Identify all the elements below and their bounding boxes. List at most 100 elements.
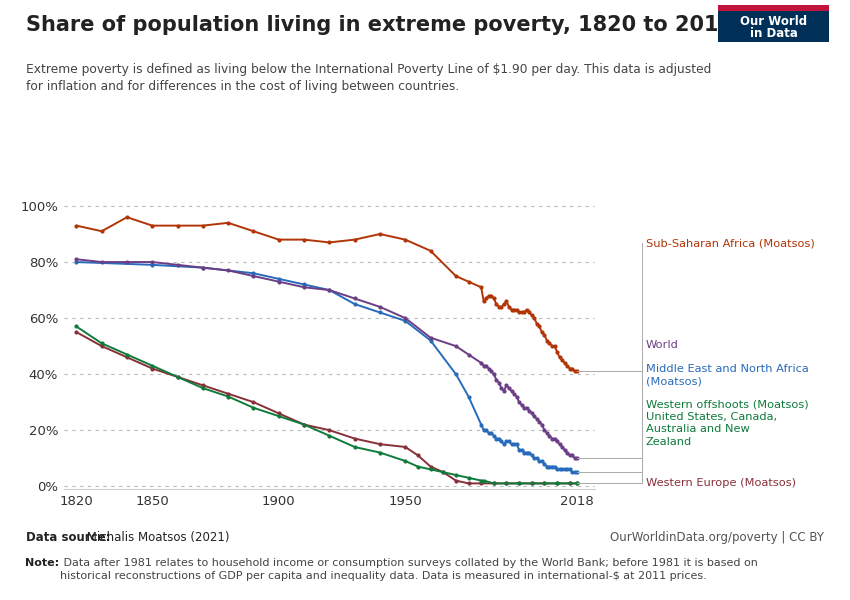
Point xyxy=(528,454,541,463)
Text: Share of population living in extreme poverty, 1820 to 2018: Share of population living in extreme po… xyxy=(26,15,733,35)
Point xyxy=(484,291,498,301)
Point xyxy=(298,235,311,244)
Point xyxy=(424,333,438,343)
Point xyxy=(322,238,336,247)
Point xyxy=(479,361,493,371)
Point xyxy=(550,479,564,488)
Point xyxy=(373,439,387,449)
Point xyxy=(563,364,576,373)
Point xyxy=(550,464,564,474)
Point xyxy=(373,229,387,239)
Point xyxy=(563,451,576,460)
Point xyxy=(507,305,521,314)
Point xyxy=(477,425,490,435)
Point xyxy=(542,431,556,440)
Point xyxy=(449,370,462,379)
Point xyxy=(552,439,566,449)
Point xyxy=(246,226,260,236)
Point xyxy=(570,467,584,477)
Text: Extreme poverty is defined as living below the International Poverty Line of $1.: Extreme poverty is defined as living bel… xyxy=(26,63,711,93)
Point xyxy=(449,271,462,281)
Point xyxy=(528,313,541,323)
Point xyxy=(482,291,496,301)
Point xyxy=(474,283,488,292)
Text: Note:: Note: xyxy=(26,558,60,568)
Point xyxy=(462,350,475,359)
Point xyxy=(487,431,501,440)
Point xyxy=(449,470,462,480)
Point xyxy=(70,254,83,264)
Point xyxy=(513,397,526,407)
Point xyxy=(515,308,529,317)
Point xyxy=(505,439,518,449)
Point xyxy=(462,479,475,488)
Point xyxy=(322,425,336,435)
Point xyxy=(196,221,210,230)
Text: Sub-Saharan Africa (Moatsos): Sub-Saharan Africa (Moatsos) xyxy=(646,238,815,248)
Point xyxy=(520,403,534,413)
Point xyxy=(373,448,387,457)
Point xyxy=(272,277,286,286)
Point xyxy=(145,260,159,269)
Point xyxy=(484,367,498,376)
Point xyxy=(537,425,551,435)
Point xyxy=(462,392,475,401)
Point xyxy=(537,330,551,340)
Point xyxy=(500,437,513,446)
Point xyxy=(547,434,561,443)
Point xyxy=(536,327,549,337)
Point xyxy=(348,299,361,309)
Point xyxy=(568,367,581,376)
Point xyxy=(497,439,511,449)
Point xyxy=(479,425,493,435)
Point xyxy=(502,383,516,393)
Point xyxy=(568,454,581,463)
Point xyxy=(500,296,513,306)
Point xyxy=(196,263,210,272)
Point xyxy=(449,341,462,351)
Text: Middle East and North Africa
(Moatsos): Middle East and North Africa (Moatsos) xyxy=(646,364,808,386)
Point xyxy=(570,479,584,488)
Point xyxy=(171,221,184,230)
Point xyxy=(500,479,513,488)
Point xyxy=(120,353,133,362)
Point xyxy=(528,412,541,421)
Point xyxy=(196,383,210,393)
Point xyxy=(536,420,549,430)
Point xyxy=(145,221,159,230)
Point xyxy=(545,341,558,351)
Point xyxy=(322,285,336,295)
Point xyxy=(246,397,260,407)
Point xyxy=(120,350,133,359)
Point xyxy=(399,316,412,326)
Point xyxy=(540,428,553,438)
Point xyxy=(523,406,536,415)
Point xyxy=(495,437,508,446)
Point xyxy=(563,479,576,488)
Point xyxy=(490,434,503,443)
Point xyxy=(518,448,531,457)
Point xyxy=(474,479,488,488)
Point xyxy=(520,305,534,314)
Point xyxy=(525,451,539,460)
Point xyxy=(272,409,286,418)
Point xyxy=(246,403,260,413)
Point xyxy=(70,221,83,230)
Point xyxy=(550,347,564,356)
Text: Data after 1981 relates to household income or consumption surveys collated by t: Data after 1981 relates to household inc… xyxy=(60,558,757,581)
Point xyxy=(552,464,566,474)
Point xyxy=(523,448,536,457)
Point xyxy=(246,271,260,281)
Point xyxy=(348,235,361,244)
Point xyxy=(537,479,551,488)
Text: Michalis Moatsos (2021): Michalis Moatsos (2021) xyxy=(83,531,230,544)
Point xyxy=(568,467,581,477)
Point xyxy=(298,420,311,430)
Point xyxy=(500,479,513,488)
Point xyxy=(298,283,311,292)
Point xyxy=(298,420,311,430)
Text: OurWorldinData.org/poverty | CC BY: OurWorldinData.org/poverty | CC BY xyxy=(610,531,824,544)
Point xyxy=(502,437,516,446)
Point xyxy=(474,420,488,430)
Point xyxy=(563,464,576,474)
